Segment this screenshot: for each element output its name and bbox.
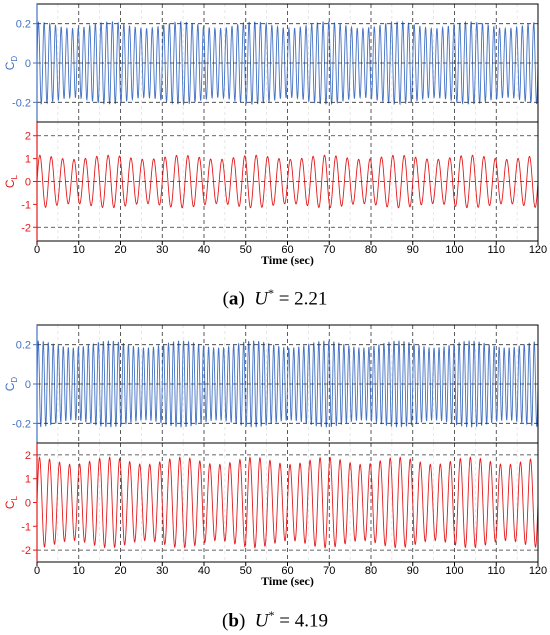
x-tick-label: 90 bbox=[407, 565, 419, 577]
x-tick-label: 30 bbox=[156, 565, 168, 577]
caption-a: (a) U* = 2.21 bbox=[222, 286, 328, 310]
y-axis-label: CD bbox=[3, 377, 19, 392]
x-tick-label: 120 bbox=[529, 565, 547, 577]
x-tick-label: 50 bbox=[240, 244, 252, 256]
x-tick-label: 100 bbox=[445, 565, 463, 577]
x-tick-label: 90 bbox=[407, 244, 419, 256]
series-line bbox=[36, 340, 539, 428]
x-tick-label: 60 bbox=[281, 244, 293, 256]
caption-b: (b) U* = 4.19 bbox=[222, 608, 328, 632]
x-tick-label: 30 bbox=[156, 244, 168, 256]
y-tick-label: -0.2 bbox=[12, 418, 31, 430]
x-tick-label: 20 bbox=[114, 565, 126, 577]
x-tick-label: 50 bbox=[240, 565, 252, 577]
y-tick-label: 2 bbox=[25, 131, 31, 143]
y-tick-label: 0 bbox=[25, 379, 31, 391]
x-axis-label: Time (sec) bbox=[261, 574, 314, 588]
x-tick-label: 20 bbox=[114, 244, 126, 256]
y-tick-label: 0 bbox=[25, 58, 31, 70]
y-tick-label: -1 bbox=[21, 521, 31, 533]
x-tick-label: 120 bbox=[529, 244, 547, 256]
y-tick-label: 0 bbox=[25, 177, 31, 189]
x-tick-label: 100 bbox=[445, 244, 463, 256]
y-tick-label: 0 bbox=[25, 498, 31, 510]
series-line bbox=[36, 20, 539, 106]
x-tick-label: 110 bbox=[487, 244, 505, 256]
x-tick-label: 60 bbox=[281, 565, 293, 577]
x-tick-label: 40 bbox=[198, 244, 210, 256]
x-tick-label: 80 bbox=[365, 244, 377, 256]
y-tick-label: 1 bbox=[25, 474, 31, 486]
x-axis-label: Time (sec) bbox=[261, 253, 314, 267]
y-tick-label: 1 bbox=[25, 154, 31, 166]
y-axis-label: CL bbox=[3, 174, 19, 188]
x-tick-label: 110 bbox=[487, 565, 505, 577]
y-axis-label: CL bbox=[3, 495, 19, 509]
series-line bbox=[36, 456, 539, 549]
y-tick-label: 0.2 bbox=[16, 340, 31, 352]
x-tick-label: 10 bbox=[73, 244, 85, 256]
subplot-cl: 2 1 0 -1 -2 CL bbox=[3, 121, 539, 242]
subplot-cd: 0.2 0 -0.2 CD bbox=[3, 3, 539, 123]
x-tick-label: 80 bbox=[365, 565, 377, 577]
y-axis-label: CD bbox=[3, 56, 19, 71]
x-tick-label: 70 bbox=[323, 244, 335, 256]
x-tick-label: 40 bbox=[198, 565, 210, 577]
series-line bbox=[36, 154, 539, 209]
y-tick-label: 0.2 bbox=[16, 19, 31, 31]
subplot-cd: 0.2 0 -0.2 CD bbox=[3, 324, 539, 444]
x-tick-label: 0 bbox=[34, 244, 40, 256]
y-tick-label: 2 bbox=[25, 450, 31, 462]
y-tick-label: -2 bbox=[21, 222, 31, 234]
subplot-cl: 2 1 0 -1 -2 CL bbox=[3, 442, 539, 563]
x-tick-label: 70 bbox=[323, 565, 335, 577]
x-tick-label: 10 bbox=[73, 565, 85, 577]
y-tick-label: -0.2 bbox=[12, 97, 31, 109]
y-tick-label: -1 bbox=[21, 199, 31, 211]
x-tick-label: 0 bbox=[34, 565, 40, 577]
y-tick-label: -2 bbox=[21, 545, 31, 557]
